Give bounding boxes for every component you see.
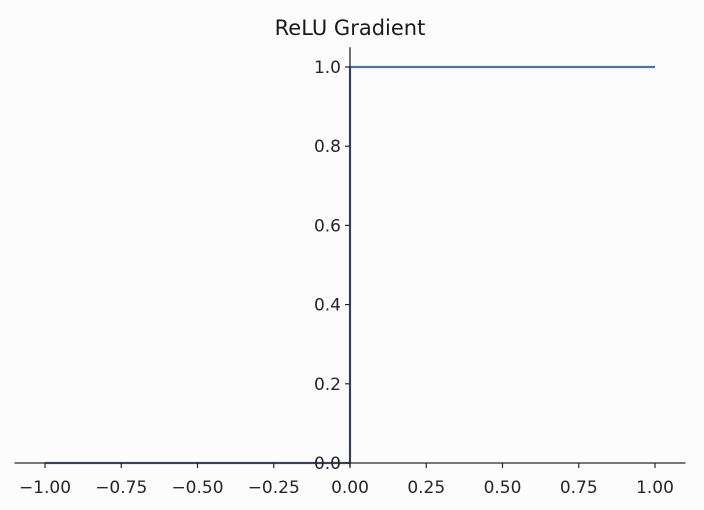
ticks-layer: −1.00 −0.75 −0.50 −0.25 0.00 0.25 0.50 0.75 1.00… <box>19 58 674 498</box>
y-tick-label: 1.0 <box>314 58 341 78</box>
y-tick-label: 0.2 <box>314 375 341 395</box>
x-tick-label: −0.50 <box>171 478 223 498</box>
x-tick-label: 0.75 <box>560 478 598 498</box>
x-tick-label: −1.00 <box>19 478 71 498</box>
y-tick-label: 0.6 <box>314 216 341 236</box>
axes-layer <box>14 47 686 467</box>
chart-title: ReLU Gradient <box>275 16 426 40</box>
x-tick-label: −0.25 <box>248 478 300 498</box>
x-tick-label: 0.50 <box>484 478 522 498</box>
x-tick-label: 0.25 <box>407 478 445 498</box>
x-tick-label: 1.00 <box>636 478 674 498</box>
y-tick-label: 0.4 <box>314 296 341 316</box>
x-tick-label: −0.75 <box>95 478 147 498</box>
y-tick-label: 0.8 <box>314 137 341 157</box>
y-tick-label: 0.0 <box>314 454 341 474</box>
x-tick-label: 0.00 <box>331 478 369 498</box>
